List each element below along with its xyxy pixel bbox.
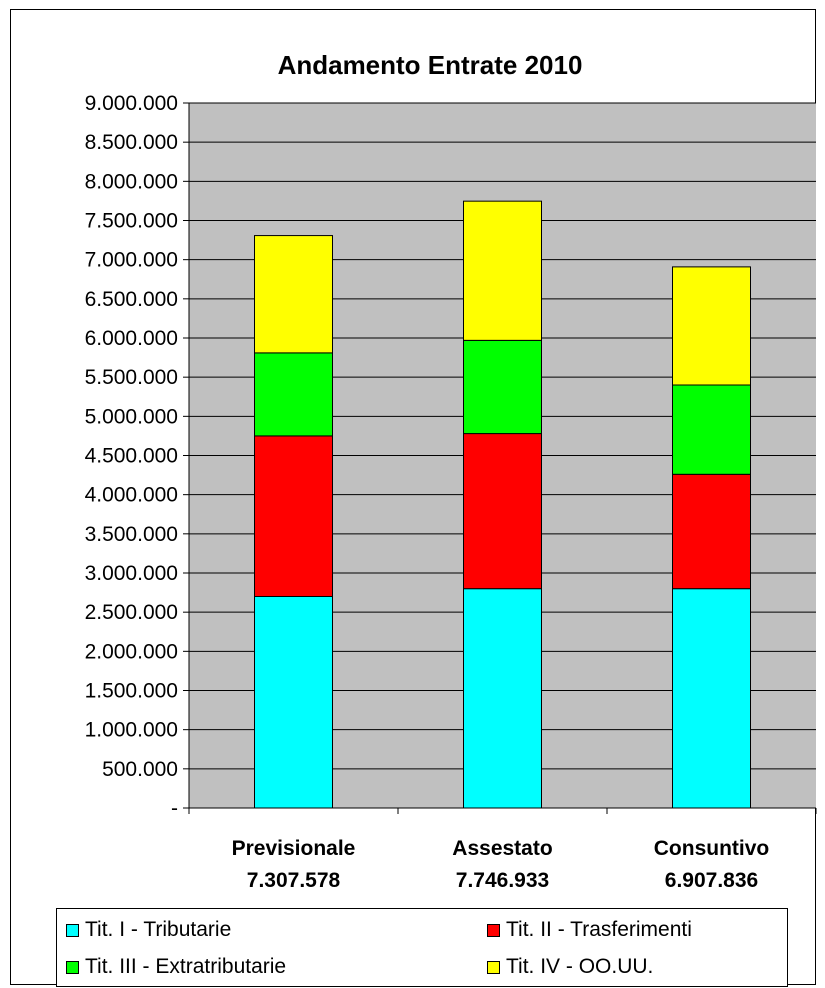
legend-label-extratributarie: Tit. III - Extratributarie xyxy=(85,955,287,978)
y-tick-label: 9.000.000 xyxy=(85,92,178,115)
legend-item-oouu: Tit. IV - OO.UU. xyxy=(487,955,653,979)
y-tick-label: 1.500.000 xyxy=(85,680,178,703)
x-category-label: Consuntivo xyxy=(654,837,770,860)
bar-segment xyxy=(254,235,333,354)
y-tick-label: 3.000.000 xyxy=(85,562,178,585)
y-tick-label: 1.000.000 xyxy=(85,719,178,742)
legend-label-tributarie: Tit. I - Tributarie xyxy=(85,918,232,941)
y-tick-label: 3.500.000 xyxy=(85,523,178,546)
legend-label-oouu: Tit. IV - OO.UU. xyxy=(506,955,654,978)
y-tick-label: 8.000.000 xyxy=(85,170,178,193)
legend: Tit. I - Tributarie Tit. II - Trasferime… xyxy=(56,908,788,987)
chart-title: Andamento Entrate 2010 xyxy=(278,50,583,80)
x-category-total: 7.746.933 xyxy=(456,869,549,892)
y-tick-label: 2.500.000 xyxy=(85,601,178,624)
y-tick-label: 500.000 xyxy=(102,758,178,781)
chart-frame: Andamento Entrate 2010 - 500.000 1.000.000 1… xyxy=(10,9,817,987)
x-category-label: Previsionale xyxy=(232,837,356,860)
x-category-total: 7.307.578 xyxy=(247,869,341,892)
bar-segment xyxy=(672,473,751,590)
x-category-total: 6.907.836 xyxy=(665,869,758,892)
bar-segment xyxy=(463,433,542,590)
legend-swatch-extratributarie xyxy=(66,960,79,974)
bar-segment xyxy=(254,596,333,809)
legend-item-trasferimenti: Tit. II - Trasferimenti xyxy=(487,918,692,942)
y-tick-label: 6.500.000 xyxy=(85,288,178,311)
bar-segment xyxy=(463,339,542,435)
legend-item-tributarie: Tit. I - Tributarie xyxy=(66,918,231,942)
y-tick-label: 2.000.000 xyxy=(85,640,178,663)
y-tick-label: - xyxy=(171,797,178,820)
legend-item-extratributarie: Tit. III - Extratributarie xyxy=(66,955,286,979)
y-tick-label: 5.000.000 xyxy=(85,405,178,428)
y-tick-label: 4.500.000 xyxy=(85,445,178,468)
legend-swatch-tributarie xyxy=(66,923,79,937)
bar-segment xyxy=(254,435,333,597)
legend-swatch-trasferimenti xyxy=(487,923,500,937)
legend-swatch-oouu xyxy=(487,960,500,974)
y-tick-label: 7.500.000 xyxy=(85,210,178,233)
bar-segment xyxy=(463,588,542,809)
bar-segment xyxy=(672,588,751,809)
legend-label-trasferimenti: Tit. II - Trasferimenti xyxy=(506,918,692,941)
y-tick-label: 8.500.000 xyxy=(85,131,178,154)
y-tick-label: 4.000.000 xyxy=(85,484,178,507)
y-tick-label: 5.500.000 xyxy=(85,366,178,389)
bar-segment xyxy=(672,266,751,386)
x-category-label: Assestato xyxy=(452,837,552,860)
y-tick-label: 7.000.000 xyxy=(85,249,178,272)
bar-segment xyxy=(254,352,333,437)
bar-segment xyxy=(463,200,542,341)
chart-svg: Andamento Entrate 2010 - 500.000 1.000.000 1… xyxy=(85,50,817,892)
bar-segment xyxy=(672,384,751,475)
y-tick-label: 6.000.000 xyxy=(85,327,178,350)
